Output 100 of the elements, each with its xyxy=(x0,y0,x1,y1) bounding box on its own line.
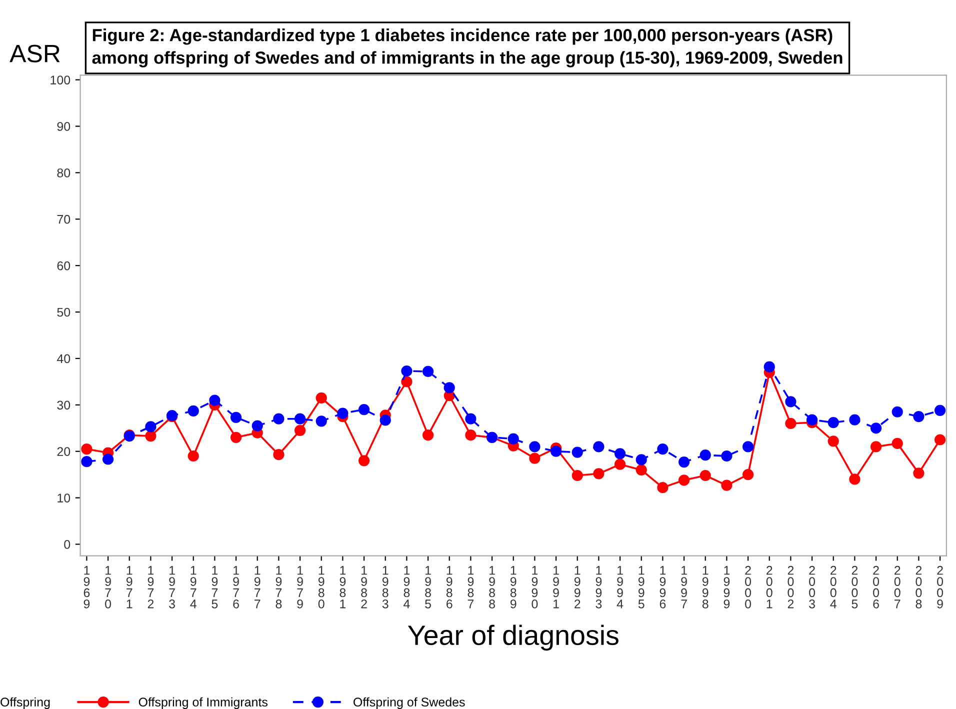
point xyxy=(188,405,199,417)
x-tick-label: 1986 xyxy=(446,566,452,608)
point xyxy=(742,441,754,452)
point xyxy=(572,446,583,458)
x-tick-label: 2002 xyxy=(788,566,794,608)
x-tick-label: 1996 xyxy=(660,566,666,608)
x-tick-label: 1988 xyxy=(489,566,495,608)
point xyxy=(636,454,647,466)
point xyxy=(721,450,732,462)
point xyxy=(422,366,434,378)
point xyxy=(508,433,519,444)
x-tick-label: 2009 xyxy=(937,566,944,608)
x-tick-label: 1971 xyxy=(126,566,132,608)
point xyxy=(785,418,796,430)
point xyxy=(934,434,946,446)
point xyxy=(230,432,242,443)
x-tick-label: 2000 xyxy=(745,566,752,608)
x-tick-label: 1985 xyxy=(425,566,431,608)
point xyxy=(657,443,668,455)
y-tick-label: 90 xyxy=(57,122,70,131)
x-tick-label: 2006 xyxy=(873,566,880,608)
x-tick-label: 2005 xyxy=(852,566,858,608)
x-tick-label: 2004 xyxy=(830,566,836,608)
x-tick-label: 1976 xyxy=(233,566,239,608)
x-tick-label: 2001 xyxy=(766,566,772,608)
point xyxy=(81,456,92,468)
point xyxy=(828,417,839,428)
point xyxy=(358,455,370,466)
x-tick-label: 2008 xyxy=(916,566,922,608)
legend-title: Offspring xyxy=(0,697,50,709)
point xyxy=(913,410,924,422)
x-tick-label: 1993 xyxy=(596,566,602,608)
y-tick-label: 70 xyxy=(57,214,70,224)
point xyxy=(465,430,476,441)
x-tick-label: 1969 xyxy=(84,566,90,608)
x-tick-label: 1998 xyxy=(702,566,708,608)
y-tick-label: 50 xyxy=(57,308,70,317)
point xyxy=(849,474,860,485)
point xyxy=(572,470,583,482)
y-axis-title: ASR xyxy=(10,44,60,62)
x-tick-label: 1979 xyxy=(297,566,303,608)
x-tick-label: 1994 xyxy=(616,566,624,608)
point xyxy=(444,382,455,394)
x-tick-label: 2003 xyxy=(809,566,816,608)
point xyxy=(294,413,306,424)
x-tick-label: 1973 xyxy=(169,566,175,608)
point xyxy=(742,469,754,480)
point xyxy=(81,443,92,455)
point xyxy=(316,416,327,427)
point xyxy=(550,446,562,457)
y-tick-label: 60 xyxy=(57,261,70,270)
x-tick-label: 1981 xyxy=(340,566,346,608)
x-tick-label: 1980 xyxy=(318,566,324,608)
point xyxy=(401,376,412,388)
y-tick-label: 30 xyxy=(57,400,70,410)
point xyxy=(294,424,306,436)
point xyxy=(870,422,882,434)
y-tick-label: 20 xyxy=(57,447,70,456)
point xyxy=(188,450,199,462)
x-tick-label: 1982 xyxy=(361,566,367,608)
point xyxy=(913,468,924,479)
point xyxy=(700,450,711,461)
point xyxy=(892,438,903,450)
point xyxy=(593,441,604,452)
y-tick-label: 0 xyxy=(64,540,70,549)
chart-title: Figure 2: Age-standardized type 1 diabetes incidence rate per 100,000 person-years (ASR) among offspring of Swedes and of immigrants in the age group (15-30), 1969-2009, Sweden xyxy=(92,28,842,68)
point xyxy=(529,452,540,464)
x-tick-label: 1984 xyxy=(404,566,410,608)
x-tick-label: 1992 xyxy=(574,566,580,608)
y-tick-label: 40 xyxy=(56,354,70,364)
point xyxy=(316,392,327,404)
point xyxy=(593,468,604,480)
point xyxy=(785,396,796,408)
y-tick-label: 80 xyxy=(57,168,70,178)
point xyxy=(678,456,690,468)
point xyxy=(380,414,391,426)
point xyxy=(102,454,114,465)
x-tick-label: 1975 xyxy=(212,566,218,608)
x-tick-label: 1972 xyxy=(148,566,154,608)
point xyxy=(721,480,732,491)
point xyxy=(614,448,626,460)
x-tick-label: 1997 xyxy=(681,566,687,608)
y-tick-label: 100 xyxy=(50,76,70,84)
legend-label: Offspring of Swedes xyxy=(354,697,465,709)
point xyxy=(337,408,348,419)
x-axis-title: Year of diagnosis xyxy=(408,624,618,651)
point xyxy=(529,441,540,452)
point xyxy=(614,458,626,470)
x-tick-label: 1991 xyxy=(553,566,559,608)
point xyxy=(465,413,476,424)
x-tick-label: 1995 xyxy=(638,566,644,608)
x-tick-label: 2007 xyxy=(894,566,900,608)
x-tick-label: 1987 xyxy=(468,566,474,608)
point xyxy=(892,406,903,418)
point xyxy=(252,420,263,432)
x-tick-label: 1989 xyxy=(510,566,516,608)
x-tick-label: 1978 xyxy=(276,566,282,608)
point xyxy=(934,404,946,416)
point xyxy=(273,449,284,460)
x-tick-label: 1983 xyxy=(382,566,388,608)
